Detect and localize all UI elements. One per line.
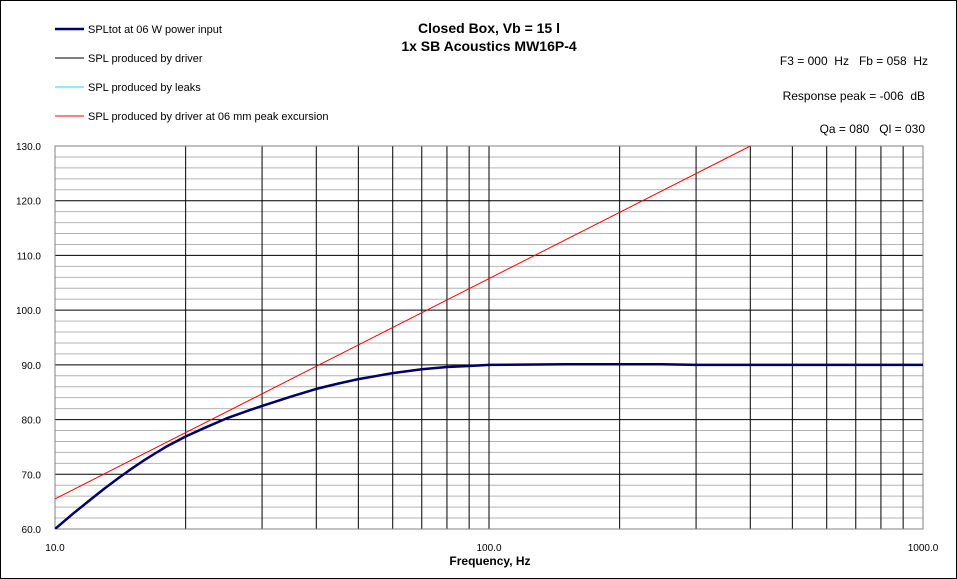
chart-subtitle: 1x SB Acoustics MW16P-4: [401, 38, 577, 54]
y-tick-label: 90.0: [22, 361, 42, 372]
legend-label: SPL produced by driver at 06 mm peak exc…: [88, 111, 329, 123]
plot-border: [54, 145, 924, 530]
info-f3-fb: F3 = 000 Hz Fb = 058 Hz: [780, 54, 928, 68]
y-tick-label: 100.0: [16, 306, 41, 317]
series-line-3: [55, 146, 751, 500]
legend-item: SPL produced by driver at 06 mm peak exc…: [55, 111, 329, 123]
info-response-peak: Response peak = -006 dB: [783, 89, 925, 103]
legend-item: SPL produced by leaks: [55, 82, 201, 94]
y-tick-label: 70.0: [22, 470, 42, 481]
series-line-0: [55, 363, 923, 529]
y-tick-label: 60.0: [22, 525, 42, 536]
tick-labels: 60.0 70.0 80.0 90.0 100.0 110.0 120.0 130.0 10.0…: [16, 142, 939, 554]
x-axis-title: Frequency, Hz: [449, 554, 530, 568]
legend-label: SPL produced by driver: [88, 53, 203, 65]
info-qa-ql: Qa = 080 Ql = 030: [820, 122, 926, 136]
x-tick-label: 100.0: [476, 543, 501, 554]
legend-label: SPLtot at 06 W power input: [88, 24, 222, 36]
y-tick-label: 110.0: [17, 251, 42, 262]
grid: [54, 145, 924, 530]
x-tick-label: 10.0: [45, 543, 65, 554]
y-tick-label: 120.0: [16, 197, 41, 208]
y-tick-label: 80.0: [22, 416, 42, 427]
legend: SPLtot at 06 W power input SPL produced b…: [55, 24, 329, 123]
legend-item: SPL produced by driver: [55, 53, 203, 65]
x-tick-label: 1000.0: [908, 543, 939, 554]
chart-title: Closed Box, Vb = 15 l: [418, 20, 560, 36]
legend-item: SPLtot at 06 W power input: [55, 24, 222, 36]
series-layer: [55, 146, 923, 529]
y-tick-label: 130.0: [16, 142, 41, 153]
legend-label: SPL produced by leaks: [88, 82, 201, 94]
